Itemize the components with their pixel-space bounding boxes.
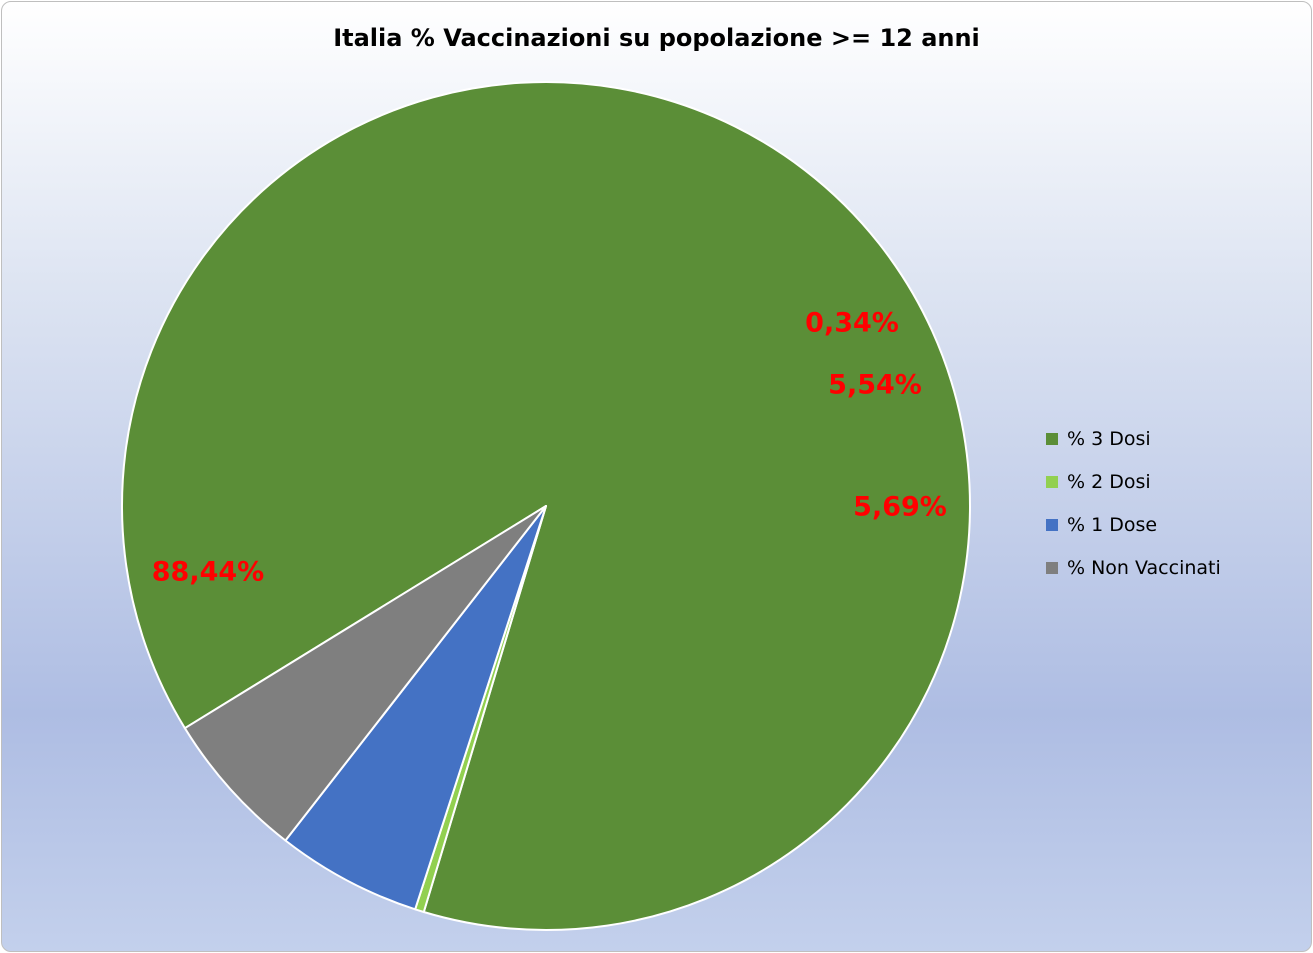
legend-swatch xyxy=(1046,562,1058,574)
data-label-1-dose: 5,54% xyxy=(828,370,922,401)
data-label-2-dosi: 0,34% xyxy=(805,308,899,339)
data-label-3-dosi: 88,44% xyxy=(152,557,264,588)
pie-slice-non-vaccinati xyxy=(183,505,547,842)
legend: % 3 Dosi % 2 Dosi % 1 Dose % Non Vaccina… xyxy=(1046,428,1221,600)
data-label-non-vaccinati: 5,69% xyxy=(853,492,947,523)
legend-swatch xyxy=(1046,476,1058,488)
legend-item-3-dosi: % 3 Dosi xyxy=(1046,428,1221,450)
legend-swatch xyxy=(1046,433,1058,445)
legend-item-1-dose: % 1 Dose xyxy=(1046,514,1221,536)
legend-item-2-dosi: % 2 Dosi xyxy=(1046,471,1221,493)
legend-label: % 1 Dose xyxy=(1067,514,1158,536)
legend-item-non-vaccinati: % Non Vaccinati xyxy=(1046,557,1221,579)
chart-title: Italia % Vaccinazioni su popolazione >= … xyxy=(333,24,980,52)
pie-slice-1-dose xyxy=(284,505,547,911)
legend-label: % 2 Dosi xyxy=(1067,471,1151,493)
legend-swatch xyxy=(1046,519,1058,531)
legend-label: % Non Vaccinati xyxy=(1067,557,1221,579)
legend-label: % 3 Dosi xyxy=(1067,428,1151,450)
